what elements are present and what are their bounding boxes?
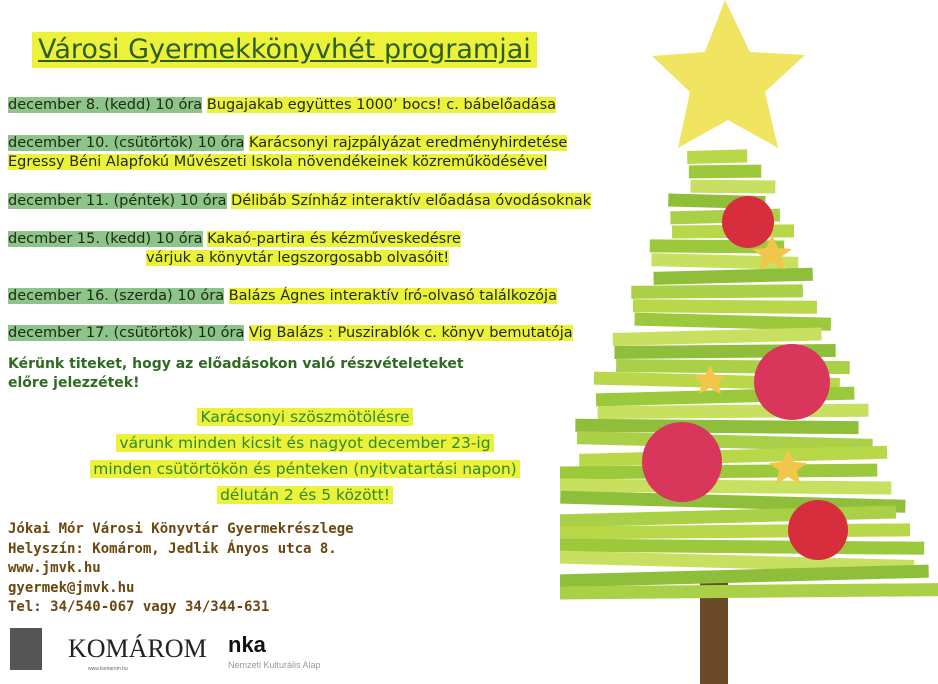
small-star-icon — [752, 235, 792, 270]
event-date: december 8. (kedd) 10 óra — [8, 97, 203, 113]
small-star-icon — [694, 365, 726, 394]
invite-line: Karácsonyi szöszmötölésre — [197, 408, 413, 426]
event-date: december 10. (csütörtök) 10 óra — [8, 135, 245, 151]
komarom-logo-sub: www.komarom.hu — [88, 666, 128, 672]
tree-strip — [560, 564, 929, 589]
komarom-logo: KOMÁROM www.komarom.hu — [68, 634, 207, 672]
nka-logo-text: nka — [228, 632, 266, 657]
christmas-tree-illustration — [560, 0, 938, 684]
invite-line: várunk minden kicsit és nagyot december … — [116, 434, 494, 452]
event-item: december 16. (szerda) 10 óra Balázs Ágne… — [8, 287, 557, 306]
registration-note: Kérünk titeket, hogy az előadásokon való… — [8, 355, 464, 393]
ornament-icon — [788, 500, 848, 560]
event-desc: Kakaó-partira és kézműveskedésre — [207, 231, 461, 247]
tree-strip — [560, 583, 938, 600]
event-date: december 11. (péntek) 10 óra — [8, 193, 227, 209]
phone: Tel: 34/540-067 vagy 34/344-631 — [8, 599, 270, 615]
event-desc: Balázs Ágnes interaktív író-olvasó talál… — [228, 288, 557, 304]
invite-line: délután 2 és 5 között! — [217, 486, 393, 504]
event-desc-2: várjuk a könyvtár legszorgosabb olvasóit… — [146, 250, 450, 266]
tree-strip — [612, 327, 822, 346]
library-name: Jókai Mór Városi Könyvtár Gyermekrészleg… — [8, 521, 354, 537]
event-desc: Karácsonyi rajzpályázat eredményhirdetés… — [249, 135, 568, 151]
tree-strip — [631, 284, 803, 299]
tree-strip — [579, 445, 888, 467]
ornament-icon — [642, 422, 722, 502]
event-date: december 16. (szerda) 10 óra — [8, 288, 225, 304]
star-icon — [652, 0, 805, 148]
poster-title: Városi Gyermekkönyvhét programjai — [32, 32, 537, 68]
tree-strip — [576, 431, 873, 452]
ornament-icon — [722, 196, 774, 248]
tree-strip — [597, 403, 869, 420]
invite-line: minden csütörtökön és pénteken (nyitvata… — [90, 460, 520, 478]
event-date: december 17. (csütörtök) 10 óra — [8, 325, 245, 341]
event-item: december 11. (péntek) 10 óra Délibáb Szí… — [8, 192, 592, 211]
event-item: decmber 15. (kedd) 10 óra Kakaó-partira … — [8, 230, 461, 268]
website-link[interactable]: www.jmvk.hu — [8, 560, 101, 576]
tree-strip — [575, 418, 859, 435]
contact-info: Jókai Mór Városi Könyvtár Gyermekrészleg… — [8, 520, 354, 618]
tree-strip — [560, 478, 892, 495]
tree-strip — [653, 267, 813, 285]
address: Helyszín: Komárom, Jedlik Ányos utca 8. — [8, 540, 337, 557]
tree-strip — [688, 164, 762, 179]
tree-strip — [687, 149, 748, 164]
event-desc: Vig Balázs : Puszirablók c. könyv bemuta… — [249, 325, 573, 341]
event-date: decmber 15. (kedd) 10 óra — [8, 231, 203, 247]
invitation: Karácsonyi szöszmötölésre várunk minden … — [70, 404, 540, 508]
logos: KOMÁROM www.komarom.hu nka Nemzeti Kulturá… — [10, 628, 410, 672]
event-item: december 8. (kedd) 10 óra Bugajakab együ… — [8, 96, 557, 115]
event-item: december 17. (csütörtök) 10 óra Vig Balá… — [8, 324, 573, 343]
nka-logo-sub: Nemzeti Kulturális Alap — [228, 660, 321, 670]
event-desc: Bugajakab együttes 1000’ bocs! c. bábelő… — [206, 97, 557, 113]
note-line: előre jelezzétek! — [8, 375, 140, 391]
ornament-icon — [754, 344, 830, 420]
event-desc-2: Egressy Béni Alapfokú Művészeti Iskola n… — [8, 154, 548, 170]
tree-strip — [690, 179, 776, 194]
tree-strip — [634, 312, 832, 331]
small-star-icon — [769, 450, 807, 484]
jokai-portrait-logo — [10, 628, 42, 670]
note-line: Kérünk titeket, hogy az előadásokon való… — [8, 356, 464, 372]
nka-logo: nka Nemzeti Kulturális Alap — [228, 632, 321, 670]
tree-strip — [632, 299, 817, 314]
event-item: december 10. (csütörtök) 10 óra Karácson… — [8, 134, 568, 172]
komarom-logo-text: KOMÁROM — [68, 634, 207, 663]
tree-strip — [560, 549, 915, 573]
event-desc: Délibáb Színház interaktív előadása óvod… — [231, 193, 592, 209]
email-link[interactable]: gyermek@jmvk.hu — [8, 579, 135, 596]
